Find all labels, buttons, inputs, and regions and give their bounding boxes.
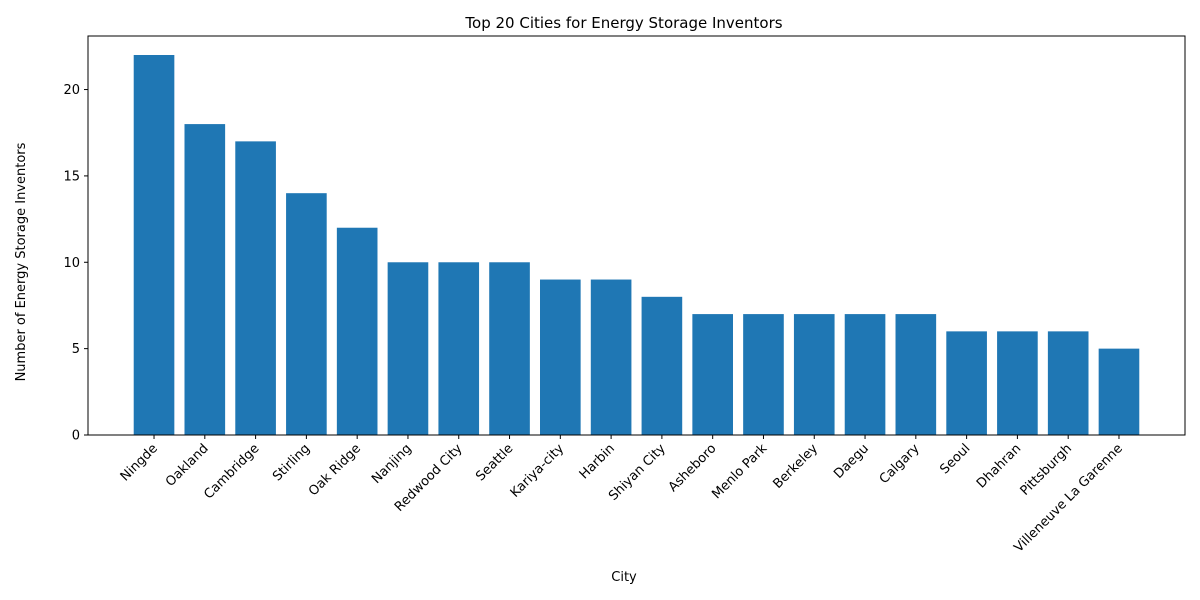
plot-area xyxy=(134,55,1140,435)
bar xyxy=(642,297,683,435)
x-tick-label: Villeneuve La Garenne xyxy=(1011,441,1125,555)
chart-title: Top 20 Cities for Energy Storage Invento… xyxy=(464,14,782,32)
bar xyxy=(184,124,225,435)
x-tick-label: Seattle xyxy=(473,441,516,484)
x-tick-label: Harbin xyxy=(577,441,618,482)
y-tick-label: 10 xyxy=(63,256,80,271)
bar xyxy=(388,262,429,435)
x-tick-label: Seoul xyxy=(937,441,973,477)
x-tick-label: Calgary xyxy=(877,441,923,487)
bar xyxy=(337,228,378,435)
y-tick-label: 15 xyxy=(63,169,80,184)
x-tick-label: Dhahran xyxy=(974,441,1024,491)
y-axis-label: Number of Energy Storage Inventors xyxy=(14,142,29,381)
y-tick-label: 20 xyxy=(63,83,80,98)
x-axis-ticks: NingdeOaklandCambridgeStirlingOak RidgeN… xyxy=(118,435,1126,556)
bar xyxy=(692,314,733,435)
bar xyxy=(591,280,632,435)
bar xyxy=(946,331,987,435)
bar xyxy=(134,55,175,435)
bar xyxy=(1099,349,1140,435)
x-tick-label: Asheboro xyxy=(666,441,720,495)
bar xyxy=(794,314,835,435)
x-tick-label: Stirling xyxy=(270,441,313,484)
bar xyxy=(235,141,276,435)
x-tick-label: Cambridge xyxy=(201,441,262,502)
x-tick-label: Menlo Park xyxy=(709,441,770,502)
bar xyxy=(1048,331,1089,435)
bar xyxy=(845,314,886,435)
bar xyxy=(438,262,479,435)
y-tick-label: 5 xyxy=(72,342,80,357)
bar xyxy=(743,314,784,435)
x-tick-label: Berkeley xyxy=(770,441,821,492)
bar xyxy=(997,331,1038,435)
bar xyxy=(896,314,937,435)
x-tick-label: Daegu xyxy=(831,441,872,482)
y-tick-label: 0 xyxy=(72,429,80,444)
bar xyxy=(540,280,581,435)
x-axis-label: City xyxy=(611,570,637,585)
bar xyxy=(489,262,530,435)
x-tick-label: Nanjing xyxy=(369,441,415,487)
x-tick-label: Ningde xyxy=(118,441,161,484)
x-tick-label: Kariya-city xyxy=(508,441,568,501)
x-tick-label: Oakland xyxy=(163,441,212,490)
y-axis-ticks: 0 5 10 15 20 xyxy=(63,83,88,443)
x-tick-label: Oak Ridge xyxy=(306,441,364,499)
bar xyxy=(286,193,327,435)
